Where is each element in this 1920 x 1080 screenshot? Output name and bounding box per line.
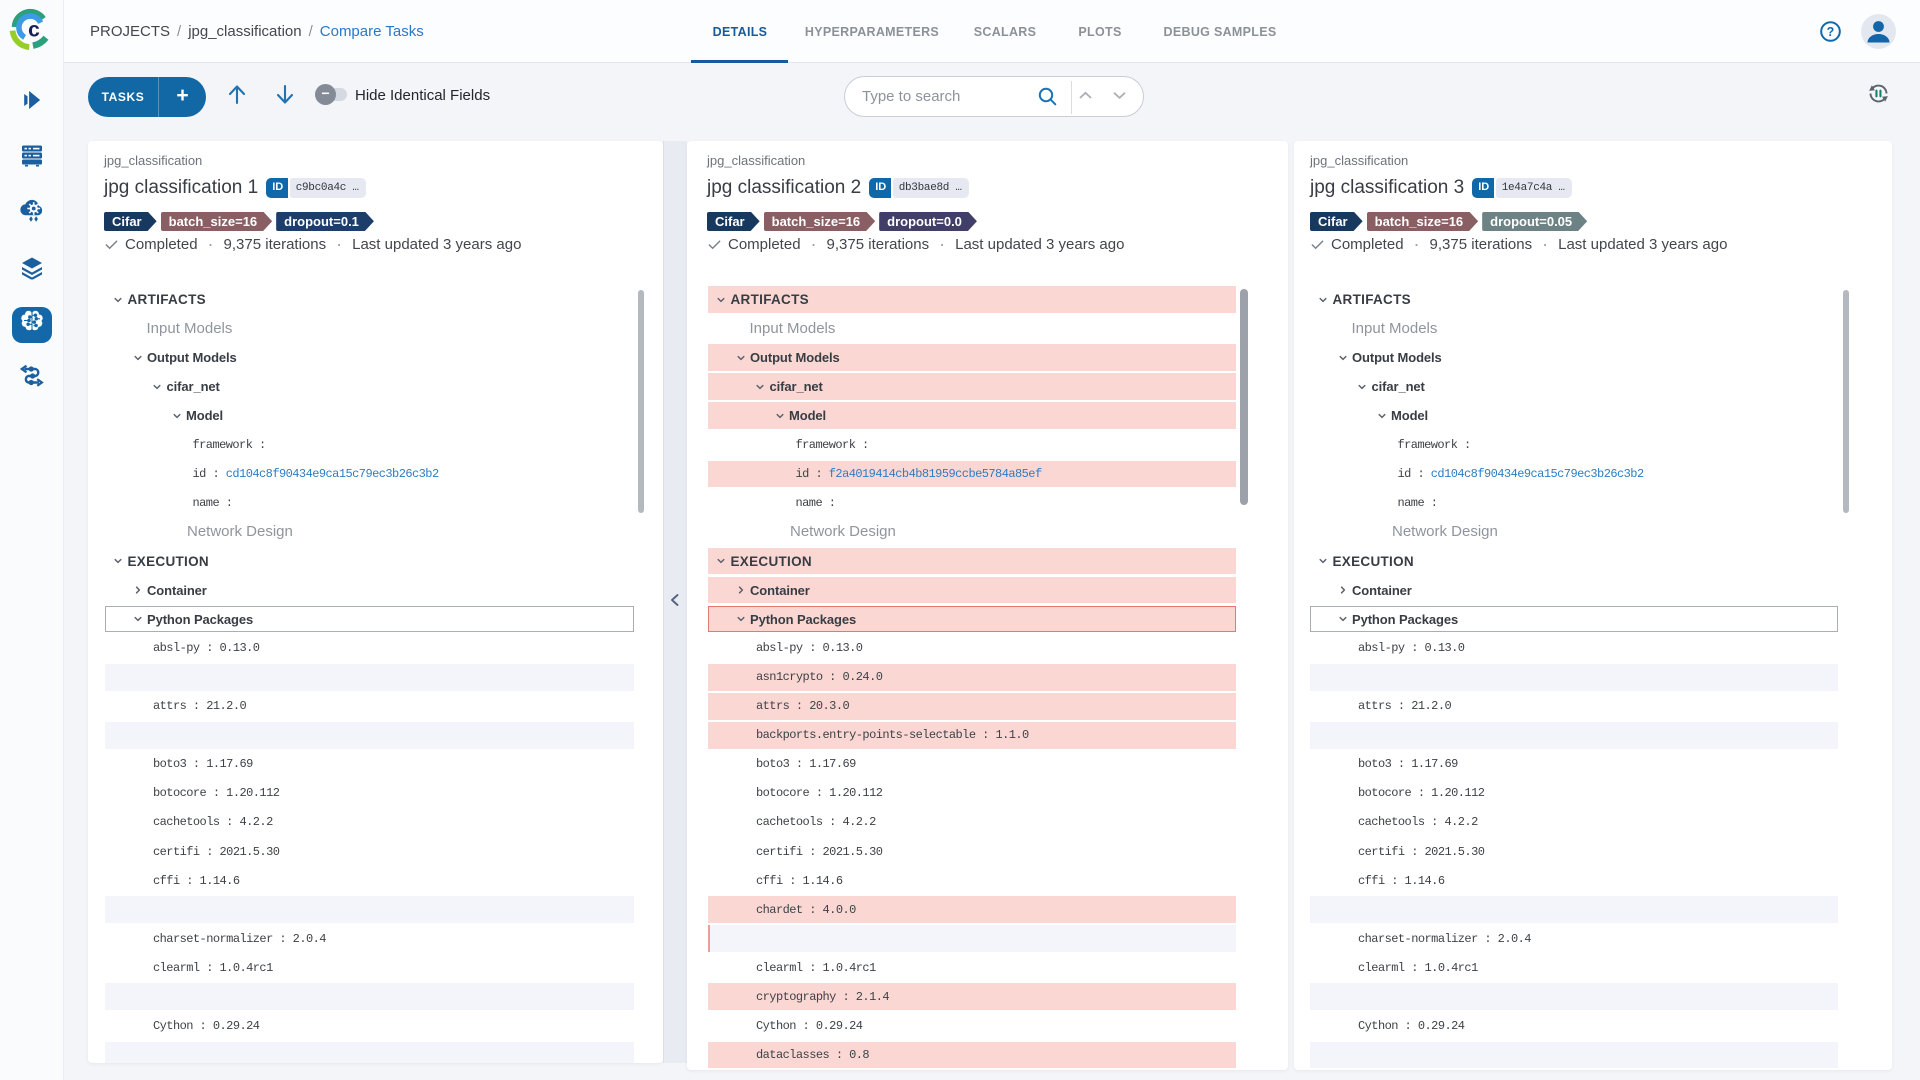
svg-text:?: ? [1827,25,1835,39]
svg-text:c: c [28,19,40,42]
